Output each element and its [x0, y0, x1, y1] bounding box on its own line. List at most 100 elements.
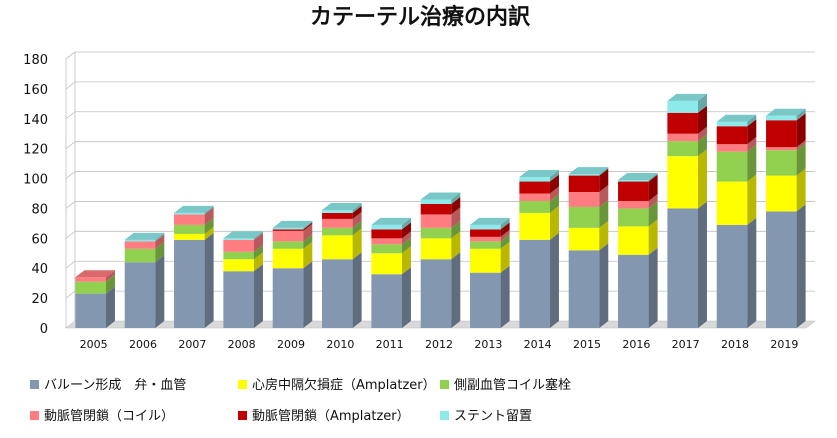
- bar-front: [568, 250, 600, 328]
- legend-item: 動脈管閉鎖（コイル）: [30, 408, 174, 424]
- bar-segment: [174, 217, 214, 234]
- bar-segment: [174, 232, 214, 328]
- bar-segment: [519, 186, 559, 201]
- bar-segment: [470, 265, 510, 328]
- bar-segment: [667, 126, 707, 142]
- bar-segment: [223, 244, 263, 260]
- bar-front: [766, 150, 797, 176]
- bar-top: [766, 108, 806, 116]
- bar-segment: [75, 286, 115, 328]
- bar-front: [519, 177, 550, 182]
- bar-side: [155, 241, 165, 263]
- bar-front: [618, 226, 649, 255]
- bar-side: [352, 205, 362, 219]
- legend-swatch: [30, 411, 39, 420]
- bar-front: [716, 121, 748, 127]
- bar-side: [401, 267, 411, 328]
- bar-side: [352, 211, 362, 228]
- bar-segment: [766, 168, 806, 212]
- bar-side: [500, 265, 510, 328]
- bar-side: [697, 201, 707, 328]
- bar-segment: [322, 202, 362, 213]
- bar-front: [667, 208, 698, 328]
- bar-front: [124, 262, 156, 328]
- bar-segment: [124, 232, 165, 242]
- gridline-side: [65, 51, 76, 60]
- bar-front: [174, 212, 205, 215]
- bar-side: [105, 274, 115, 294]
- bar-front: [766, 115, 797, 121]
- legend-swatch: [440, 380, 449, 389]
- bar-segment: [371, 267, 411, 328]
- bar-front: [618, 180, 649, 182]
- bar-front: [322, 227, 353, 236]
- bar-side: [303, 222, 313, 231]
- bar-segment: [667, 105, 707, 134]
- bar-front: [322, 235, 353, 260]
- bar-segment: [618, 193, 658, 209]
- bar-segment: [272, 261, 313, 328]
- bar-side: [204, 217, 214, 234]
- x-tick-label: 2018: [721, 338, 749, 351]
- bar-front: [174, 224, 205, 234]
- bar-segment: [272, 223, 313, 242]
- legend-label: 心房中隔欠損症（Amplatzer）: [252, 377, 436, 393]
- legend-swatch: [440, 411, 449, 420]
- bar-segment: [272, 241, 313, 269]
- bar-front: [716, 151, 748, 182]
- bar-segment: [568, 243, 609, 328]
- bar-side: [303, 261, 313, 328]
- bar-side: [549, 174, 559, 194]
- gridline-side: [65, 81, 76, 90]
- legend: バルーン形成 弁・血管 心房中隔欠損症（Amplatzer） 側副血管コイル塞栓動脈…: [30, 377, 571, 424]
- bar-side: [253, 244, 263, 260]
- bar-segment: [618, 174, 658, 201]
- y-tick-label: 160: [23, 83, 48, 98]
- bar-side: [500, 234, 510, 249]
- x-tick-label: 2006: [129, 338, 157, 351]
- bar-front: [519, 212, 550, 240]
- bar-segment: [371, 246, 411, 275]
- bar-side: [796, 108, 806, 121]
- bar-segment: [470, 217, 510, 230]
- bar-side: [105, 286, 115, 328]
- bar-front: [470, 272, 501, 328]
- bar-segment: [322, 220, 362, 236]
- bar-side: [500, 241, 510, 273]
- bar-segment: [124, 255, 165, 328]
- bar-front: [223, 251, 254, 260]
- bar-side: [747, 217, 757, 328]
- bar-side: [796, 140, 806, 151]
- bar-side: [599, 185, 609, 207]
- bar-side: [401, 217, 411, 230]
- y-tick-label: 40: [31, 262, 48, 277]
- bar-front: [75, 281, 106, 294]
- bar-segment: [371, 222, 411, 239]
- y-tick-label: 140: [23, 113, 48, 128]
- bar-segment: [766, 140, 806, 151]
- bar-front: [420, 203, 452, 215]
- legend-label: バルーン形成 弁・血管: [44, 378, 186, 393]
- bar-side: [401, 231, 411, 245]
- bar-segment: [420, 231, 461, 260]
- bar-front: [716, 224, 748, 328]
- gridline-side: [65, 171, 76, 179]
- chart-title: カテーテル治療の内訳: [310, 4, 531, 30]
- bar-side: [303, 223, 313, 242]
- bar-front: [716, 181, 748, 225]
- legend-item: 動脈管閉鎖（Amplatzer）: [238, 408, 410, 424]
- bar-segment: [716, 119, 757, 145]
- y-tick-label: 0: [40, 322, 48, 337]
- legend-item: 側副血管コイル塞栓: [440, 377, 571, 393]
- bar-side: [401, 237, 411, 254]
- bar-front: [667, 156, 698, 209]
- bar-side: [253, 252, 263, 272]
- bar-segment: [667, 93, 707, 113]
- gridline-side: [65, 290, 76, 299]
- bar-side: [352, 220, 362, 236]
- bar-front: [618, 200, 649, 209]
- bar-side: [648, 173, 658, 182]
- y-tick-label: 100: [23, 173, 48, 188]
- bar-segment: [223, 231, 263, 240]
